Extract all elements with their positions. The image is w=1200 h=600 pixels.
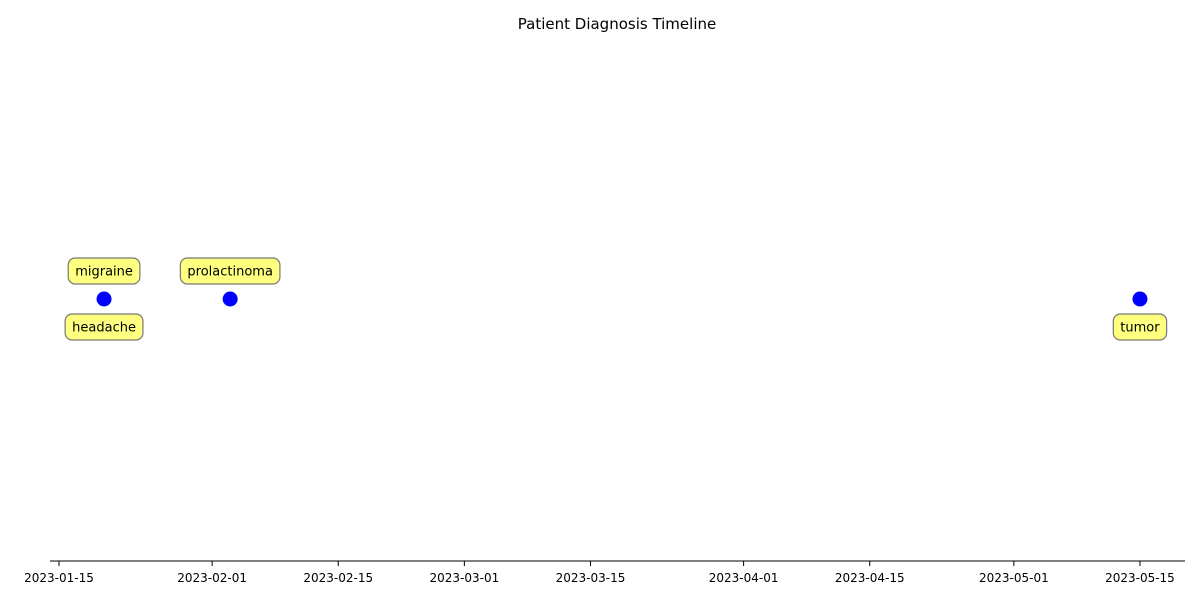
x-tick-label: 2023-03-01 — [429, 571, 499, 585]
annotation-label: tumor — [1112, 313, 1168, 341]
annotation-label: prolactinoma — [179, 257, 281, 285]
annotation-box — [67, 257, 141, 285]
x-tick-label: 2023-04-15 — [835, 571, 905, 585]
data-point — [1132, 291, 1148, 307]
annotation-label: headache — [64, 313, 144, 341]
x-tick-label: 2023-02-01 — [177, 571, 247, 585]
x-tick-label: 2023-02-15 — [303, 571, 373, 585]
x-tick-label: 2023-05-15 — [1105, 571, 1175, 585]
data-point — [222, 291, 238, 307]
annotation-text: tumor — [1120, 321, 1160, 336]
chart-title: Patient Diagnosis Timeline — [518, 15, 716, 33]
annotation-text: prolactinoma — [187, 265, 273, 280]
data-points — [96, 291, 1148, 307]
annotation-box — [1112, 313, 1168, 341]
annotation-text: headache — [72, 321, 136, 336]
data-point — [96, 291, 112, 307]
x-tick-label: 2023-03-15 — [556, 571, 626, 585]
x-axis-ticks: 2023-01-15 2023-02-01 2023-02-15 2023-03-01… — [24, 561, 1175, 585]
annotation-label: migraine — [67, 257, 141, 285]
x-tick-label: 2023-01-15 — [24, 571, 94, 585]
annotations: migraine headache prolactinoma tumor — [64, 257, 1168, 341]
annotation-text: migraine — [75, 265, 133, 280]
annotation-box — [179, 257, 281, 285]
x-tick-label: 2023-05-01 — [979, 571, 1049, 585]
annotation-box — [64, 313, 144, 341]
x-tick-label: 2023-04-01 — [709, 571, 779, 585]
